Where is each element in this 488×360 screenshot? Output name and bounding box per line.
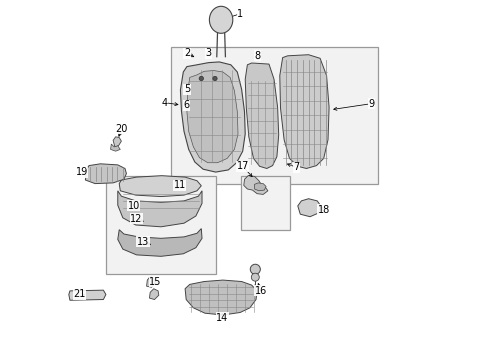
Circle shape: [212, 76, 217, 81]
Text: 4: 4: [161, 98, 167, 108]
Circle shape: [251, 273, 259, 281]
Text: 13: 13: [137, 237, 149, 247]
Text: 19: 19: [76, 167, 88, 177]
Polygon shape: [113, 137, 121, 147]
Polygon shape: [185, 280, 257, 315]
Bar: [106, 176, 215, 274]
Text: 14: 14: [216, 312, 228, 323]
Text: 12: 12: [130, 214, 142, 224]
Text: 20: 20: [115, 124, 127, 134]
Text: 7: 7: [293, 162, 299, 172]
Text: 8: 8: [254, 51, 260, 61]
Polygon shape: [110, 144, 120, 151]
Circle shape: [250, 264, 260, 274]
Text: 15: 15: [149, 276, 161, 287]
Polygon shape: [244, 176, 267, 194]
Text: 9: 9: [367, 99, 373, 109]
Text: 6: 6: [183, 100, 189, 110]
Polygon shape: [149, 289, 159, 300]
Text: 11: 11: [173, 180, 185, 190]
Text: 18: 18: [317, 204, 329, 215]
Polygon shape: [119, 176, 201, 197]
Polygon shape: [69, 290, 106, 300]
Circle shape: [199, 76, 203, 81]
Polygon shape: [118, 229, 202, 256]
Polygon shape: [254, 183, 265, 191]
Polygon shape: [186, 71, 238, 163]
Text: 5: 5: [183, 84, 190, 94]
Text: 2: 2: [183, 48, 190, 58]
Text: 16: 16: [254, 286, 266, 296]
Ellipse shape: [209, 6, 232, 33]
Text: 1: 1: [237, 9, 243, 19]
Polygon shape: [146, 276, 155, 287]
Bar: [170, 47, 377, 184]
Polygon shape: [244, 63, 278, 168]
Text: 3: 3: [205, 48, 211, 58]
Text: 17: 17: [236, 161, 248, 171]
Bar: [241, 176, 289, 230]
Text: 21: 21: [73, 289, 85, 300]
Polygon shape: [85, 164, 126, 184]
Polygon shape: [297, 199, 320, 217]
Polygon shape: [180, 62, 244, 172]
Text: 10: 10: [127, 201, 140, 211]
Polygon shape: [118, 191, 202, 227]
Polygon shape: [279, 55, 328, 168]
